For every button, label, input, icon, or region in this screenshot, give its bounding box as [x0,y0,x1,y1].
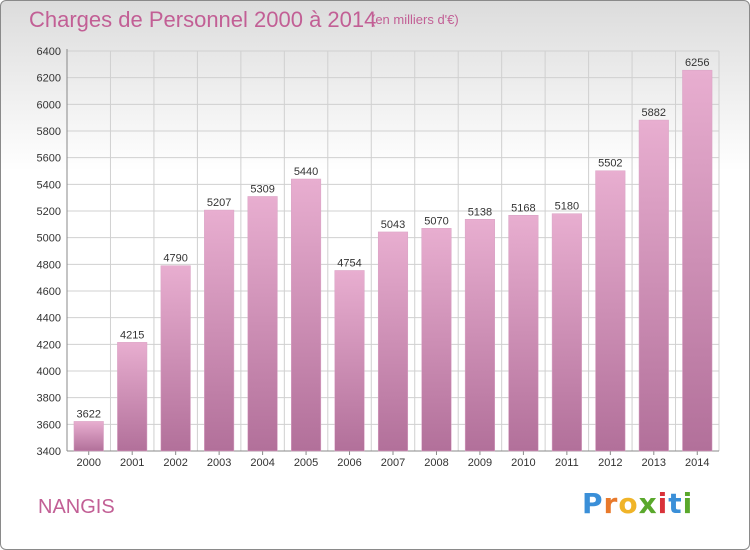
y-tick-label: 5200 [37,206,61,218]
x-tick-label: 2012 [598,457,622,469]
data-label: 5309 [250,183,274,195]
y-tick-label: 4600 [37,286,61,298]
bar [595,170,626,452]
x-tick-label: 2003 [207,457,231,469]
x-tick-label: 2001 [120,457,144,469]
y-tick-label: 3600 [37,419,61,431]
x-tick-label: 2008 [424,457,448,469]
bar [204,209,235,452]
data-label: 4754 [337,257,361,269]
bar [160,265,191,452]
y-tick-label: 4200 [37,339,61,351]
x-tick-label: 2006 [337,457,361,469]
y-tick-label: 5000 [37,233,61,245]
data-label: 5138 [468,206,492,218]
x-tick-label: 2005 [294,457,318,469]
x-tick-label: 2000 [76,457,100,469]
bar [682,69,713,452]
x-tick-label: 2011 [555,457,579,469]
bar [117,342,148,452]
chart-subtitle: (en milliers d'€) [371,12,459,27]
data-label: 5502 [598,158,622,170]
bars [73,69,713,452]
y-tick-label: 3800 [37,393,61,405]
y-tick-label: 6400 [37,46,61,58]
data-label: 5440 [294,166,318,178]
bar [334,270,365,452]
commune-name: NANGIS [38,496,115,518]
y-tick-label: 5400 [37,179,61,191]
chart-title: Charges de Personnel 2000 à 2014 [29,7,377,32]
x-tick-label: 2010 [511,457,535,469]
x-tick-label: 2004 [250,457,274,469]
data-label: 5207 [207,197,231,209]
data-labels: 3622 4215 4790 5207 5309 5440 4754 5043 5070 5138… [76,57,709,420]
bar [247,196,278,452]
y-tick-label: 4400 [37,313,61,325]
bar [421,228,452,452]
y-tick-label: 4000 [37,366,61,378]
x-tick-label: 2007 [381,457,405,469]
bar [551,213,582,452]
bar [377,231,409,452]
y-tick-label: 5600 [37,153,61,165]
data-label: 3622 [76,408,100,420]
data-label: 5168 [511,202,535,214]
data-label: 5070 [424,215,448,227]
bar [464,219,495,452]
data-label: 5180 [555,201,579,213]
axes: 3400 3600 3800 4000 4200 4400 4600 4800 5000 5200… [37,46,719,469]
data-label: 4790 [163,253,187,265]
bar [291,178,322,452]
x-tick-label: 2014 [685,457,709,469]
bar [73,421,104,452]
bar [508,215,539,452]
bar [638,119,669,452]
data-label: 4215 [120,329,144,341]
x-tick-label: 2009 [468,457,492,469]
y-tick-label: 4800 [37,259,61,271]
x-tick-label: 2013 [642,457,666,469]
y-tick-label: 5800 [37,126,61,138]
y-tick-label: 3400 [37,446,61,458]
data-label: 5043 [381,219,405,231]
data-label: 5882 [642,107,666,119]
y-tick-label: 6000 [37,99,61,111]
data-label: 6256 [685,57,709,69]
y-tick-label: 6200 [37,73,61,85]
proxiti-logo[interactable]: Proxiti [582,487,694,520]
x-tick-label: 2002 [163,457,187,469]
